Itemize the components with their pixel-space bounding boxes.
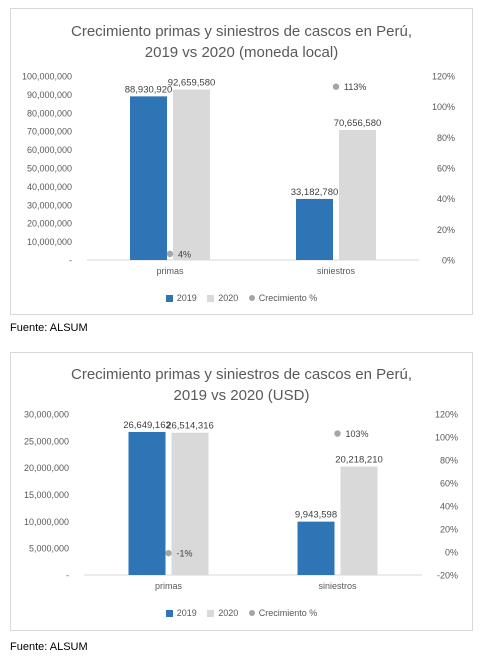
y2-tick-label: 100%	[432, 102, 455, 112]
legend-swatch-2020	[207, 609, 215, 617]
growth-point-primas	[166, 250, 174, 258]
y-tick-label: 20,000,000	[24, 463, 69, 473]
legend-item-2019: 2019	[165, 608, 197, 618]
y-tick-label: 30,000,000	[24, 410, 69, 420]
y-tick-label: -	[66, 571, 69, 581]
y-tick-label: 5,000,000	[29, 544, 69, 554]
bar-2019-siniestros	[297, 521, 335, 575]
bar-value-label: 92,659,580	[168, 78, 216, 89]
y2-tick-label: 60%	[437, 164, 455, 174]
chart-legend: 2019 2020 Crecimiento %	[11, 292, 472, 303]
y-tick-label: 100,000,000	[22, 72, 72, 82]
legend-swatch-2019	[165, 609, 173, 617]
chart-panel-local-currency: Crecimiento primas y siniestros de casco…	[10, 8, 473, 315]
legend-item-2019: 2019	[165, 293, 197, 303]
chart-legend: 2019 2020 Crecimiento %	[11, 607, 472, 618]
growth-point-siniestros	[334, 430, 341, 437]
legend-item-2020: 2020	[207, 293, 238, 303]
y2-tick-label: 80%	[440, 456, 458, 466]
y-tick-label: 80,000,000	[27, 108, 72, 118]
y-tick-label: 90,000,000	[27, 90, 72, 100]
legend-item-growth: Crecimiento %	[248, 293, 317, 303]
chart-plot-local-currency: - 10,000,000 20,000,000 30,000,000 40,000,00…	[22, 72, 455, 277]
chart-plot-usd: - 5,000,000 10,000,000 15,000,000 20,000,000…	[24, 410, 458, 592]
y2-tick-label: -20%	[437, 571, 458, 581]
y-tick-label: -	[69, 256, 72, 266]
growth-value-label: 103%	[346, 429, 369, 439]
category-label: siniestros	[318, 581, 357, 591]
source-note: Fuente: ALSUM	[10, 322, 88, 334]
y-tick-label: 30,000,000	[27, 200, 72, 210]
bar-value-label: 26,514,316	[166, 421, 214, 432]
y-tick-label: 50,000,000	[27, 164, 72, 174]
y-tick-label: 60,000,000	[27, 145, 72, 155]
bar-2020-primas	[171, 432, 209, 575]
y2-tick-label: 40%	[440, 502, 458, 512]
y2-tick-label: 120%	[435, 410, 458, 420]
y-tick-label: 10,000,000	[24, 517, 69, 527]
category-label: siniestros	[317, 266, 356, 276]
growth-value-label: -1%	[177, 549, 193, 559]
growth-point-siniestros	[332, 83, 340, 90]
chart-panel-usd: Crecimiento primas y siniestros de casco…	[10, 352, 473, 631]
bar-2020-siniestros	[339, 129, 376, 260]
bar-value-label: 70,656,580	[334, 118, 382, 129]
bar-value-label: 26,649,162	[123, 420, 171, 431]
bar-2019-siniestros	[296, 198, 333, 260]
bar-2019-primas	[128, 431, 166, 575]
y2-tick-label: 40%	[437, 194, 455, 204]
y2-tick-label: 60%	[440, 479, 458, 489]
bar-value-label: 9,943,598	[295, 510, 337, 521]
legend-swatch-2019	[165, 294, 173, 302]
bar-2019-primas	[130, 96, 167, 261]
bar-2020-primas	[173, 89, 210, 260]
bar-2020-siniestros	[340, 466, 378, 575]
growth-value-label: 113%	[344, 82, 366, 92]
legend-item-2020: 2020	[207, 608, 238, 618]
source-note: Fuente: ALSUM	[10, 641, 88, 653]
category-label: primas	[156, 266, 184, 276]
y2-tick-label: 0%	[442, 256, 455, 266]
y2-tick-label: 20%	[440, 525, 458, 535]
y2-tick-label: 0%	[445, 548, 458, 558]
category-label: primas	[155, 581, 183, 591]
growth-value-label: 4%	[178, 249, 191, 259]
y-tick-label: 40,000,000	[27, 182, 72, 192]
y2-tick-label: 120%	[432, 72, 455, 82]
chart-title: Crecimiento primas y siniestros de casco…	[71, 366, 412, 404]
y-tick-label: 20,000,000	[27, 219, 72, 229]
bar-value-label: 88,930,920	[125, 84, 173, 95]
growth-point-primas	[165, 549, 172, 557]
y2-tick-label: 80%	[437, 133, 455, 143]
legend-marker-growth	[248, 610, 255, 617]
y-tick-label: 70,000,000	[27, 127, 72, 137]
legend-item-growth: Crecimiento %	[248, 608, 317, 618]
y-tick-label: 15,000,000	[24, 490, 69, 500]
legend-marker-growth	[248, 295, 255, 302]
y2-tick-label: 20%	[437, 225, 455, 235]
bar-value-label: 20,218,210	[335, 454, 383, 465]
y-tick-label: 10,000,000	[27, 237, 72, 247]
y2-tick-label: 100%	[435, 433, 458, 443]
y-tick-label: 25,000,000	[24, 436, 69, 446]
bar-value-label: 33,182,780	[291, 187, 339, 198]
legend-swatch-2020	[207, 294, 215, 302]
chart-title: Crecimiento primas y siniestros de casco…	[71, 23, 412, 61]
